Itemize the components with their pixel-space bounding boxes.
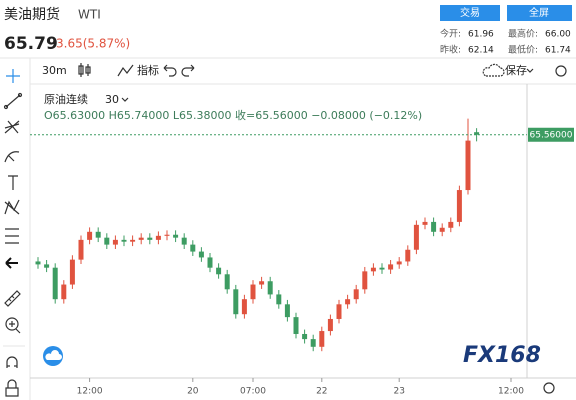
candle-body bbox=[276, 294, 282, 305]
candle-body bbox=[44, 264, 50, 268]
candle-body bbox=[370, 267, 376, 272]
cloud-badge-icon bbox=[45, 350, 62, 360]
x-tick-label: 12:00 bbox=[77, 387, 103, 397]
x-tick-label: 20 bbox=[187, 387, 199, 397]
candle-body bbox=[138, 237, 144, 240]
undo-icon[interactable] bbox=[163, 64, 177, 77]
candle-body bbox=[198, 251, 204, 258]
candle-body bbox=[130, 239, 136, 242]
candle-body bbox=[233, 289, 239, 315]
legend-interval: 30 bbox=[105, 93, 119, 106]
stat-label: 昨收: bbox=[440, 44, 461, 56]
stat-value: 62.14 bbox=[468, 46, 494, 56]
indicators[interactable]: 指标 bbox=[137, 63, 159, 77]
x-tick-label: 23 bbox=[393, 387, 404, 397]
stat-label: 最高价: bbox=[508, 28, 538, 40]
candle-body bbox=[396, 261, 402, 265]
stat-label: 最低价: bbox=[508, 44, 538, 56]
left-toolbar[interactable] bbox=[3, 69, 23, 397]
price: 65.79 bbox=[4, 34, 58, 54]
candle-body bbox=[362, 271, 368, 290]
candle-body bbox=[431, 221, 437, 232]
candle-body bbox=[104, 237, 110, 245]
cloud-icon[interactable] bbox=[482, 63, 505, 77]
settings-icon[interactable] bbox=[555, 65, 567, 77]
fullscreen-button[interactable] bbox=[507, 5, 572, 21]
candle-body bbox=[422, 221, 428, 225]
trade-button[interactable] bbox=[440, 5, 500, 21]
title: 美油期货 bbox=[4, 6, 60, 23]
candle-body bbox=[448, 221, 454, 228]
interval[interactable]: 30m bbox=[42, 64, 67, 77]
candle-body bbox=[87, 231, 93, 240]
change: 3.65(5.87%) bbox=[56, 37, 130, 51]
candle-body bbox=[465, 140, 471, 191]
candle-body bbox=[293, 317, 299, 334]
candle-body bbox=[259, 281, 265, 285]
candle-body bbox=[52, 267, 58, 300]
candle-body bbox=[250, 284, 256, 300]
candle-body bbox=[319, 331, 325, 347]
x-tick-label: 22 bbox=[316, 387, 327, 397]
indicator-icon[interactable] bbox=[117, 64, 134, 77]
stat-label: 今开: bbox=[440, 28, 461, 40]
fullscreen-label[interactable]: 全屏 bbox=[529, 6, 549, 19]
axis-settings-icon[interactable] bbox=[543, 382, 555, 394]
candle-body bbox=[310, 339, 316, 347]
candle-body bbox=[456, 190, 462, 222]
candle-body bbox=[155, 235, 161, 240]
legend-ohlc: O65.63000 H65.74000 L65.38000 收=65.56000… bbox=[44, 108, 422, 122]
legend-name: 原油连续 bbox=[44, 92, 88, 106]
candle-body bbox=[78, 239, 84, 260]
redo-icon[interactable] bbox=[181, 64, 195, 77]
candle-body bbox=[216, 267, 222, 275]
candle-body bbox=[405, 249, 411, 262]
candle-body bbox=[173, 234, 179, 238]
candle-body bbox=[284, 304, 290, 318]
stat-value: 61.74 bbox=[545, 46, 571, 56]
candle-body bbox=[439, 227, 445, 232]
candle-body bbox=[69, 259, 75, 285]
candle-body bbox=[336, 304, 342, 319]
candle-body bbox=[95, 231, 101, 238]
candle-body bbox=[241, 299, 247, 315]
candle-body bbox=[35, 261, 41, 265]
candle-body bbox=[121, 239, 127, 242]
candle-body bbox=[207, 257, 213, 268]
dropdown-icon[interactable] bbox=[526, 68, 534, 73]
price-label-box bbox=[528, 127, 574, 142]
x-tick-label: 07:00 bbox=[240, 387, 266, 397]
code: WTI bbox=[78, 8, 101, 22]
candle-body bbox=[474, 132, 480, 135]
stat-value: 66.00 bbox=[545, 30, 571, 40]
candle-body bbox=[388, 264, 394, 270]
candle-body bbox=[147, 237, 153, 240]
candle-body bbox=[379, 267, 385, 270]
candle-body bbox=[353, 289, 359, 300]
candle-body bbox=[327, 318, 333, 332]
candle-body bbox=[224, 274, 230, 290]
x-tick-label: 12:00 bbox=[498, 387, 524, 397]
watermark: FX168 bbox=[463, 343, 541, 368]
dropdown-icon[interactable] bbox=[121, 97, 129, 102]
candle-body bbox=[345, 299, 351, 305]
candle-body bbox=[413, 224, 419, 250]
candle-body bbox=[302, 333, 308, 340]
price-label: 65.56000 bbox=[530, 130, 573, 140]
save[interactable]: 保存 bbox=[505, 63, 527, 77]
stat-value: 61.96 bbox=[468, 30, 494, 40]
trade-label[interactable]: 交易 bbox=[460, 6, 480, 19]
candle-body bbox=[181, 237, 187, 245]
candle-body bbox=[61, 284, 67, 300]
candle-body bbox=[267, 281, 273, 295]
candle-body bbox=[112, 239, 118, 245]
candle-body bbox=[164, 234, 170, 236]
candle-body bbox=[190, 244, 196, 252]
candle-icon[interactable] bbox=[78, 63, 91, 77]
